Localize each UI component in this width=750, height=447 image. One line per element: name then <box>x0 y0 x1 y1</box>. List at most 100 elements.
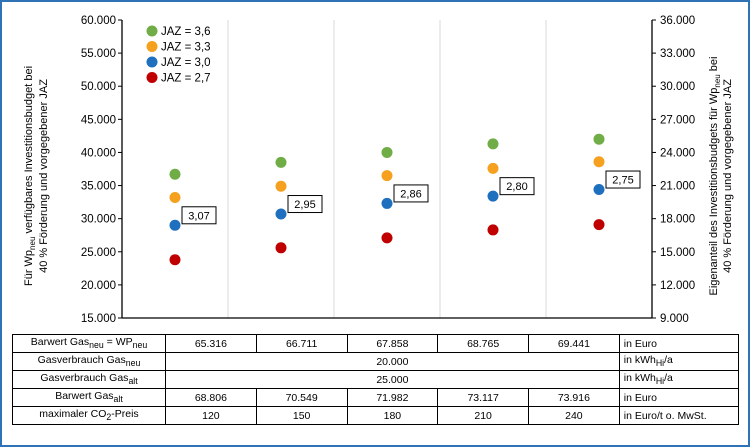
data-point <box>487 162 499 174</box>
table-cell: 70.549 <box>255 388 348 407</box>
table-cell: 71.982 <box>346 388 439 407</box>
unit-cell: in Euro/t o. MwSt. <box>618 406 740 425</box>
data-point <box>381 146 393 158</box>
annotation-box <box>181 206 217 225</box>
data-point <box>275 208 287 220</box>
data-point <box>381 197 393 209</box>
right-tick-label: 30.000 <box>660 81 695 93</box>
left-tick-label: 25.000 <box>81 247 116 259</box>
right-axis-ticks: 9.000 12.000 15.000 18.000 21.000 24.000 27.00… <box>652 15 695 325</box>
label-part: Gasverbrauch Gas <box>37 354 126 367</box>
legend-label: JAZ = 2,7 <box>161 73 211 85</box>
row-label: Barwert Gasalt <box>12 388 166 407</box>
left-tick-label: 55.000 <box>81 48 116 60</box>
unit-subscript: Hi <box>655 358 665 369</box>
annotation-label: 2,86 <box>400 188 421 200</box>
table-row: Barwert Gasneu = WPneu 65.316 66.711 67.… <box>12 334 740 353</box>
left-axis-title: Für Wpneu verfügbares Investitionsbudget… <box>23 66 37 286</box>
right-tick-label: 12.000 <box>660 280 695 292</box>
data-point <box>381 170 393 182</box>
table-cell: 150 <box>255 406 348 425</box>
row-label: Barwert Gasneu = WPneu <box>12 334 166 353</box>
right-axis-title-subscript: neu <box>713 74 722 87</box>
label-part: maximaler CO <box>39 408 107 421</box>
right-axis-title-part: bei <box>708 56 720 74</box>
label-part: Barwert Gas <box>30 336 90 349</box>
unit-part: in kWh <box>623 354 656 367</box>
right-tick-label: 9.000 <box>660 313 689 325</box>
data-point <box>593 133 605 145</box>
right-tick-label: 24.000 <box>660 147 695 159</box>
legend-marker <box>146 25 158 37</box>
table-cell: 180 <box>346 406 439 425</box>
table-cell: 240 <box>528 406 620 425</box>
table-cell: 73.916 <box>528 388 620 407</box>
left-tick-label: 50.000 <box>81 81 116 93</box>
legend-label: JAZ = 3,3 <box>161 42 211 54</box>
annotation-box <box>287 195 323 214</box>
table-cell-merged: 25.000 <box>165 370 620 389</box>
right-tick-label: 15.000 <box>660 247 695 259</box>
unit-cell: in kWhHi/a <box>618 370 740 389</box>
unit-cell: in Euro <box>618 334 740 353</box>
label-subscript: neu <box>125 358 141 369</box>
chart: 15.000 20.000 25.000 30.000 35.000 40.000 45.0… <box>23 15 734 325</box>
data-point <box>169 219 181 231</box>
unit-cell: in Euro <box>618 388 740 407</box>
table-cell: 73.117 <box>437 388 529 407</box>
right-axis-title: Eigenanteil des Investitionsbudgets für … <box>708 56 722 295</box>
data-point <box>275 156 287 168</box>
left-axis-title-subscript: neu <box>28 237 37 250</box>
annotation-label: 2,95 <box>294 199 315 211</box>
row-label: maximaler CO2-Preis <box>12 406 166 425</box>
annotation-label: 3,07 <box>188 210 209 222</box>
left-tick-label: 35.000 <box>81 181 116 193</box>
table-cell: 68.765 <box>437 334 529 353</box>
row-label: Gasverbrauch Gasneu <box>12 352 166 371</box>
label-subscript: alt <box>128 376 138 387</box>
left-tick-label: 15.000 <box>81 313 116 325</box>
table-cell: 66.711 <box>255 334 348 353</box>
left-axis-ticks: 15.000 20.000 25.000 30.000 35.000 40.000 45.0… <box>81 15 122 325</box>
table-cell: 69.441 <box>528 334 620 353</box>
label-part: = WP <box>103 336 133 349</box>
left-tick-label: 40.000 <box>81 147 116 159</box>
unit-part: /a <box>664 354 673 367</box>
data-point <box>381 232 393 244</box>
unit-part: in Euro <box>623 337 658 350</box>
legend-label: JAZ = 3,0 <box>161 57 211 69</box>
left-axis-title-part: 40 % Förderung und vorgegebener JAZ <box>38 79 50 273</box>
data-point <box>169 168 181 180</box>
left-tick-label: 45.000 <box>81 114 116 126</box>
left-tick-label: 60.000 <box>81 15 116 27</box>
label-subscript: 2 <box>106 412 112 423</box>
unit-part: in Euro/t o. MwSt. <box>623 409 707 422</box>
data-point <box>169 191 181 203</box>
label-part: -Preis <box>111 408 139 421</box>
unit-cell: in kWhHi/a <box>618 352 740 371</box>
right-tick-label: 21.000 <box>660 181 695 193</box>
right-axis-title-part: 40 % Förderung und vorgegebener JAZ <box>722 79 734 273</box>
left-axis-title-line2: 40 % Förderung und vorgegebener JAZ <box>38 79 50 273</box>
label-part: Barwert Gas <box>55 390 114 403</box>
data-point <box>593 219 605 231</box>
data-point <box>275 242 287 254</box>
table-cell-merged: 20.000 <box>165 352 620 371</box>
label-subscript: neu <box>132 340 148 351</box>
legend: JAZ = 3,6 JAZ = 3,3 JAZ = 3,0 JAZ = 2,7 <box>146 25 211 85</box>
data-point <box>487 138 499 150</box>
legend-marker <box>146 56 158 68</box>
unit-part: in kWh <box>623 372 656 385</box>
grid-lines <box>227 20 547 318</box>
left-axis-title-part: Für Wp <box>23 250 35 286</box>
annotation-box <box>499 177 535 196</box>
legend-marker <box>146 72 158 83</box>
unit-part: in Euro <box>623 391 658 404</box>
data-point <box>593 156 605 168</box>
right-axis-title-line2: 40 % Förderung und vorgegebener JAZ <box>722 79 734 273</box>
data-point <box>169 254 181 266</box>
legend-label: JAZ = 3,6 <box>161 26 211 38</box>
right-tick-label: 33.000 <box>660 48 695 60</box>
right-tick-label: 27.000 <box>660 114 695 126</box>
table-cell: 67.858 <box>346 334 439 353</box>
